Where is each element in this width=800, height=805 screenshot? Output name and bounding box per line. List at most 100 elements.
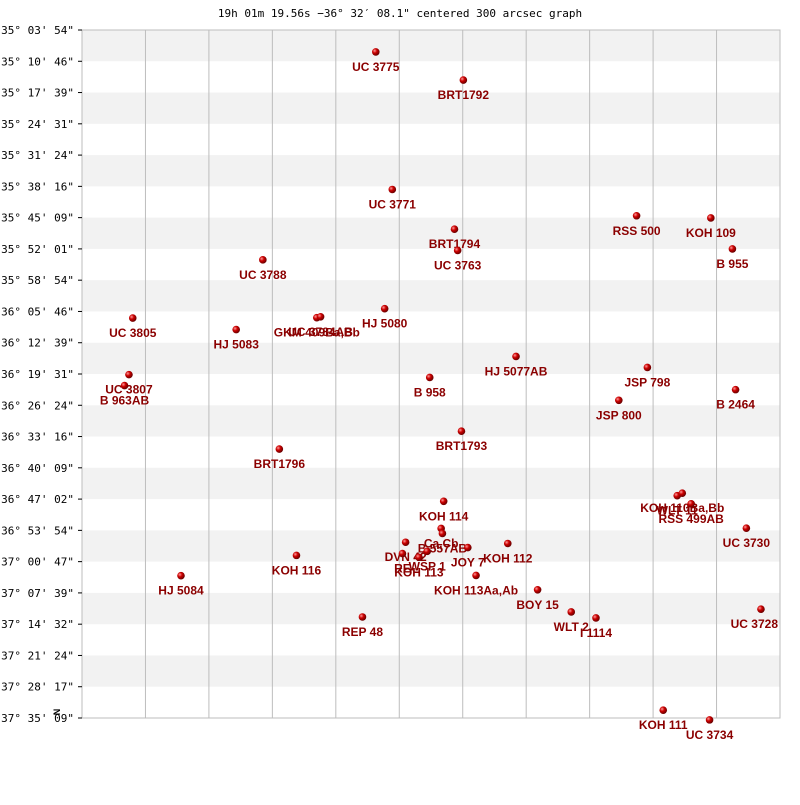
star-marker <box>615 396 623 405</box>
star-label: UC 3771 <box>369 197 417 211</box>
star-marker <box>707 214 715 222</box>
star-marker <box>592 614 600 622</box>
y-tick-label: -35° 24' 31" <box>0 118 74 131</box>
star-marker <box>659 706 668 714</box>
y-tick-label: -35° 10' 46" <box>0 55 74 68</box>
background-bands <box>82 30 780 687</box>
band-row <box>82 530 780 562</box>
y-tick-label: -36° 33' 16" <box>0 431 74 444</box>
star-marker <box>453 246 462 255</box>
star-label: JOY 7 <box>451 556 485 570</box>
star-marker <box>533 585 542 594</box>
band-row <box>82 280 780 312</box>
star-label: WLT 11 <box>657 504 698 518</box>
y-tick-label: -35° 58' 54" <box>0 274 74 287</box>
y-tick-label: -35° 38' 16" <box>0 180 74 193</box>
star-marker <box>757 605 765 613</box>
star-label: UC 3775 <box>352 60 400 74</box>
star-label: KOH 109 <box>686 226 736 240</box>
star-marker <box>705 716 714 724</box>
y-tick-label: -37° 07' 39" <box>0 587 74 600</box>
star-label: UC 3763 <box>434 258 482 272</box>
y-tick-label: -36° 26' 24" <box>0 399 74 412</box>
star-label: JSP 800 <box>596 408 642 422</box>
star-label: RSS 499AB <box>658 512 724 526</box>
star-label: UC 3730 <box>723 536 771 550</box>
band-row <box>82 655 780 687</box>
star-label: DVN 42 <box>385 550 427 564</box>
star-marker <box>567 608 576 616</box>
star-marker <box>512 352 520 361</box>
y-axis-ticks: -35° 03' 54" -35° 10' 46" -35° 17' 39" -35°… <box>0 24 82 725</box>
star-marker <box>731 385 740 394</box>
star-label: B 955 <box>716 257 748 271</box>
star-marker <box>425 373 434 382</box>
band-row <box>82 92 780 124</box>
band-row <box>82 467 780 500</box>
star-label: UC 3784AB <box>288 325 353 339</box>
star-marker <box>438 529 447 538</box>
star-label: Ca,Cb <box>424 536 459 550</box>
star-marker <box>259 256 267 264</box>
star-marker <box>316 312 325 321</box>
y-tick-label: -36° 53' 54" <box>0 524 74 537</box>
star-marker <box>177 571 185 580</box>
star-marker <box>125 370 133 379</box>
star-label: B 958 <box>414 385 446 399</box>
star-marker <box>401 538 410 547</box>
star-marker <box>464 543 472 552</box>
star-marker <box>457 427 466 436</box>
star-label: BRT1796 <box>254 457 306 471</box>
north-axis-letter: N <box>52 709 62 716</box>
star-label: RE <box>394 562 411 576</box>
star-label: BRT1792 <box>438 88 490 102</box>
star-label: BOY 15 <box>516 598 559 612</box>
star-label: UC 3734 <box>686 728 734 742</box>
star-label: JSP 798 <box>624 375 670 389</box>
star-marker <box>292 551 301 560</box>
star-label: UC 3805 <box>109 326 157 340</box>
star-marker <box>459 76 468 84</box>
star-label: HJ 5083 <box>214 338 260 352</box>
y-tick-label: -35° 17' 39" <box>0 87 74 100</box>
y-tick-label: -37° 14' 32" <box>0 618 74 631</box>
star-marker <box>275 445 284 453</box>
grid-lines <box>144 30 718 718</box>
star-marker <box>398 549 407 558</box>
y-tick-label: -37° 35' 09" <box>0 712 74 725</box>
star-label: KOH 112 <box>483 551 533 565</box>
star-marker <box>380 304 389 313</box>
star-label: I 1114 <box>580 626 612 640</box>
star-label: B 963AB <box>100 394 150 408</box>
star-marker <box>232 325 240 334</box>
star-marker <box>120 381 129 390</box>
band-row <box>82 592 780 625</box>
band-row <box>82 342 780 374</box>
star-marker <box>742 524 751 532</box>
star-marker <box>450 225 459 234</box>
star-label: HJ 5077AB <box>485 364 548 378</box>
star-label: UC 3807 <box>105 383 153 397</box>
star-label: BRT1793 <box>436 439 488 453</box>
y-tick-label: -37° 28' 17" <box>0 681 74 694</box>
star-label: WSP 1 <box>409 559 446 573</box>
star-label: RSS 500 <box>613 224 661 238</box>
star-label: KOH 113 <box>394 565 444 579</box>
y-tick-label: -35° 31' 24" <box>0 149 74 162</box>
star-label: UC 3728 <box>731 617 779 631</box>
star-label: B 2464 <box>716 398 755 412</box>
band-row <box>82 405 780 437</box>
band-row <box>82 155 780 187</box>
star-label: KOH 110Ba,Bb <box>640 501 724 515</box>
star-label: GKM 409Ba,Bb <box>274 326 360 340</box>
star-marker <box>128 314 137 322</box>
y-tick-label: -36° 05' 46" <box>0 305 74 318</box>
star-marker <box>439 497 448 506</box>
y-tick-label: -36° 12' 39" <box>0 337 74 350</box>
star-label: KOH 111 <box>639 718 688 732</box>
band-row <box>82 217 780 249</box>
chart-title: 19h 01m 19.56s −36° 32′ 08.1" centered 3… <box>218 7 582 20</box>
star-label: BRT1794 <box>429 237 481 251</box>
